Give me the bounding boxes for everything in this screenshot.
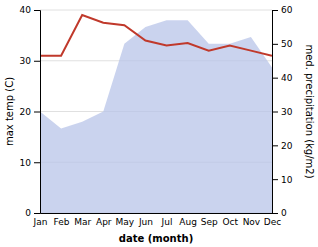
tick-mark	[34, 162, 40, 163]
tick-mark	[272, 179, 278, 180]
axis-domain	[34, 11, 41, 214]
tick-label: Sep	[201, 217, 218, 227]
chart: 0 10 20 30 40 0 10 20 30 40 50 60 Jan Feb Mar Apr MayJun…	[0, 0, 318, 247]
tick-label: Jul	[161, 217, 173, 227]
x-axis: Jan Feb Mar Apr MayJun Jul Aug Sep Oct NovDec	[33, 213, 282, 227]
tick: 60	[272, 5, 293, 15]
tick-mark	[272, 145, 278, 146]
tick: May	[116, 213, 135, 227]
x-axis-title: date (month)	[119, 233, 193, 244]
tick-mark	[272, 44, 278, 45]
tick: 50	[272, 39, 293, 49]
tick-label: 30	[20, 56, 32, 66]
tick-label: 10	[20, 158, 32, 168]
y2-axis: 0 10 20 30 40 50 60	[272, 5, 293, 218]
tick-label: 50	[281, 39, 293, 49]
tick-label: 0	[281, 208, 287, 218]
tick-label: Feb	[54, 217, 70, 227]
tick: 30	[272, 107, 293, 117]
tick-mark	[272, 78, 278, 79]
tick: Aug	[179, 213, 197, 227]
tick-label: 30	[281, 107, 293, 117]
grid	[40, 10, 272, 213]
tick: Dec	[264, 213, 281, 227]
plot-area	[40, 15, 272, 213]
y-axis-title: max temp (C)	[4, 77, 15, 146]
tick: Jun	[138, 213, 153, 227]
tick: 10	[272, 175, 293, 185]
tick: 20	[20, 107, 40, 117]
tick-label: Apr	[96, 217, 112, 227]
tick-mark	[272, 213, 278, 214]
tick: Nov	[243, 213, 261, 227]
temperature-line	[40, 15, 272, 56]
y2-axis-title: med. precipitation (kg/m2)	[304, 44, 315, 178]
tick-label: Nov	[243, 217, 261, 227]
tick-mark	[34, 213, 40, 214]
tick-mark	[272, 10, 278, 11]
tick-label: Jan	[33, 217, 48, 227]
tick: Oct	[223, 213, 239, 227]
tick: 30	[20, 56, 40, 66]
tick: Jan	[33, 213, 48, 227]
precipitation-area	[40, 20, 272, 213]
tick-label: Oct	[223, 217, 239, 227]
tick-label: 0	[25, 208, 31, 218]
tick: Jul	[161, 213, 173, 227]
tick-label: 40	[20, 5, 32, 15]
tick-label: 20	[20, 107, 32, 117]
tick-label: May	[116, 217, 135, 227]
tick-mark	[34, 10, 40, 11]
tick-mark	[34, 112, 40, 113]
tick-label: 60	[281, 5, 293, 15]
tick-label: 40	[281, 73, 293, 83]
tick: 40	[20, 5, 40, 15]
tick: 40	[272, 73, 293, 83]
tick: 20	[272, 141, 293, 151]
grid-line	[40, 10, 272, 11]
y-axis: 0 10 20 30 40	[20, 5, 41, 218]
tick-label: 10	[281, 175, 293, 185]
tick: 10	[20, 158, 40, 168]
tick-label: Jun	[138, 217, 153, 227]
tick: Apr	[96, 213, 112, 227]
tick-label: Dec	[264, 217, 281, 227]
tick: Sep	[201, 213, 218, 227]
tick: Mar	[74, 213, 91, 227]
tick-mark	[34, 61, 40, 62]
tick-label: Mar	[74, 217, 91, 227]
tick-label: Aug	[179, 217, 197, 227]
tick: Feb	[54, 213, 70, 227]
axis-domain	[41, 213, 273, 214]
axis-domain	[273, 11, 279, 214]
tick-mark	[272, 112, 278, 113]
tick-label: 20	[281, 141, 293, 151]
